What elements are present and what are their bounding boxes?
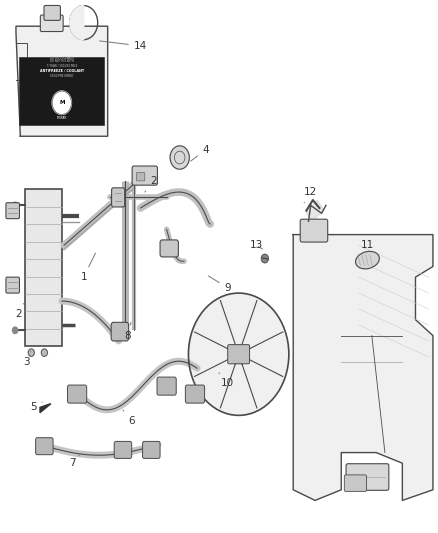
Circle shape [261,254,268,263]
Text: 2: 2 [15,304,24,319]
FancyBboxPatch shape [228,345,250,364]
FancyBboxPatch shape [6,277,19,293]
FancyBboxPatch shape [112,188,125,207]
FancyBboxPatch shape [185,385,205,403]
Polygon shape [293,235,433,500]
Text: 50/50 PRE-MIXED: 50/50 PRE-MIXED [50,75,74,78]
Text: 10: 10 [219,373,234,389]
FancyBboxPatch shape [44,5,60,20]
FancyBboxPatch shape [25,189,62,346]
FancyBboxPatch shape [67,385,87,403]
Text: 11: 11 [359,240,374,256]
Circle shape [170,146,189,169]
Text: 9: 9 [208,276,231,293]
Text: 7: 7 [69,455,79,468]
Circle shape [41,349,47,357]
Text: 6: 6 [123,410,135,426]
Text: OTHER COOLANTS: OTHER COOLANTS [50,56,74,60]
FancyBboxPatch shape [6,203,19,219]
FancyBboxPatch shape [157,377,176,395]
Circle shape [52,91,71,115]
Text: ANTIFREEZE / COOLANT: ANTIFREEZE / COOLANT [40,69,84,73]
Text: 1: 1 [80,253,95,282]
Text: MOPAR: MOPAR [57,116,67,119]
Polygon shape [40,403,51,413]
Circle shape [28,349,34,357]
FancyBboxPatch shape [35,438,53,455]
FancyBboxPatch shape [344,475,367,491]
Text: 5 YEAR / 150,000 MILE: 5 YEAR / 150,000 MILE [46,63,77,68]
FancyBboxPatch shape [160,240,178,257]
Text: DO NOT MIX WITH: DO NOT MIX WITH [50,60,74,63]
Polygon shape [16,26,108,136]
Wedge shape [70,6,84,39]
FancyBboxPatch shape [143,441,160,458]
Text: 2: 2 [145,176,157,192]
FancyBboxPatch shape [137,172,145,181]
Circle shape [231,345,246,364]
FancyBboxPatch shape [300,219,328,242]
Ellipse shape [356,252,379,269]
Circle shape [188,293,289,415]
Circle shape [12,327,18,334]
Text: 4: 4 [191,144,209,161]
Text: 14: 14 [99,41,147,51]
Text: 8: 8 [124,322,131,341]
Text: M: M [59,100,64,105]
Text: 3: 3 [24,352,30,367]
Circle shape [12,202,18,208]
FancyBboxPatch shape [114,441,132,458]
FancyBboxPatch shape [132,166,157,185]
Text: 5: 5 [30,402,42,413]
Polygon shape [306,200,324,221]
FancyBboxPatch shape [346,464,389,490]
FancyBboxPatch shape [40,15,63,31]
Text: 13: 13 [250,240,263,250]
FancyBboxPatch shape [111,322,129,341]
FancyBboxPatch shape [19,58,104,125]
Text: 12: 12 [304,187,317,203]
